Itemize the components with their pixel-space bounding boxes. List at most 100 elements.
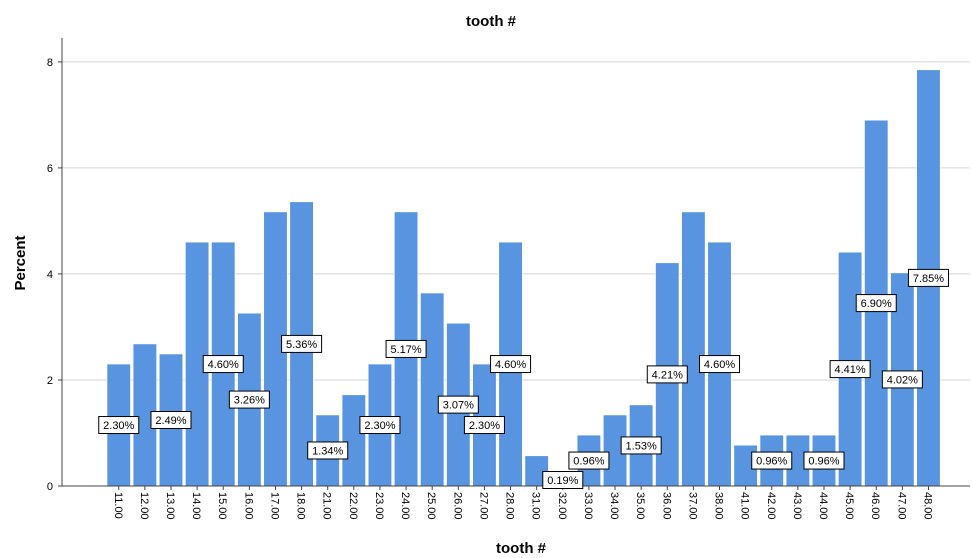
x-tick-label: 14.00 [190,492,202,520]
data-label-box [437,395,479,414]
data-label-box [359,416,401,435]
data-label-text: 1.34% [312,445,343,457]
x-tick-label: 41.00 [739,492,751,520]
data-label-text: 2.30% [103,420,134,432]
x-tick-label: 33.00 [582,492,594,520]
data-label-box [699,355,741,374]
x-tick-label: 38.00 [713,492,725,520]
x-axis-label: tooth # [496,540,547,557]
data-label: 4.60% [202,355,244,374]
data-label: 0.96% [568,451,610,470]
x-tick-label: 48.00 [921,492,933,520]
data-label: 6.90% [855,294,897,313]
data-label-box [803,451,845,470]
data-label-text: 6.90% [861,298,892,310]
data-label-box [490,355,532,374]
data-label-box [150,410,192,429]
x-tick-label: 24.00 [399,492,411,520]
data-label-text: 0.19% [547,475,578,487]
x-tick-label: 12.00 [138,492,150,520]
data-label-text: 3.26% [234,395,265,407]
data-label-box [907,268,949,287]
x-tick-label: 28.00 [504,492,516,520]
x-tick-label: 34.00 [608,492,620,520]
data-label: 5.17% [385,339,427,358]
x-tick-label: 27.00 [477,492,489,520]
x-tick-labels: 11.00 12.00 13.00 14.00 15.00 16.00 17.00 18.00… [112,486,933,520]
y-tick-label: 8 [47,57,53,69]
data-label-text: 4.02% [887,374,918,386]
data-label: 2.30% [359,416,401,435]
x-tick-label: 45.00 [843,492,855,520]
x-tick-label: 13.00 [164,492,176,520]
x-tick-label: 37.00 [686,492,698,520]
data-label-text: 4.60% [495,359,526,371]
data-label-text: 4.41% [835,364,866,376]
data-label-text: 4.21% [652,369,683,381]
y-tick-label: 0 [47,481,53,493]
data-label-box [228,390,270,409]
data-label-text: 0.96% [756,456,787,468]
data-label-box [385,339,427,358]
data-label-text: 5.36% [286,339,317,351]
data-labels: 2.30% 2.49% 4.60% 3.26% 5.36% 1.34% 2.30% 5.17%… [98,268,949,489]
data-label: 0.19% [542,471,584,489]
y-tick-label: 6 [47,163,53,175]
x-tick-label: 11.00 [112,492,124,519]
data-label: 2.30% [463,416,505,435]
x-tick-label: 31.00 [530,492,542,520]
x-tick-label: 35.00 [634,492,646,520]
data-label-box [568,451,610,470]
data-label: 3.07% [437,395,479,414]
x-tick-label: 47.00 [895,492,907,520]
data-label: 0.96% [803,451,845,470]
data-label-box [281,334,323,353]
data-label-box [463,416,505,435]
data-label: 4.41% [829,360,871,379]
data-label: 0.96% [751,451,793,470]
data-label-box [307,441,349,460]
x-tick-label: 17.00 [268,492,280,520]
x-tick-label: 26.00 [451,492,463,520]
data-label: 1.53% [620,436,662,455]
data-label-text: 3.07% [443,400,474,412]
data-label-box [202,355,244,374]
x-tick-label: 46.00 [869,492,881,520]
x-tick-label: 21.00 [321,492,333,520]
data-label: 4.02% [881,370,923,389]
data-label: 1.34% [307,441,349,460]
data-label-text: 7.85% [913,273,944,285]
data-label-text: 2.30% [469,420,500,432]
data-label-box [751,451,793,470]
y-tick-labels: 0 2 4 6 8 [47,57,62,493]
data-label: 5.36% [281,334,323,353]
x-tick-label: 22.00 [347,492,359,520]
data-label-text: 5.17% [390,344,421,356]
data-label: 4.60% [699,355,741,374]
data-label-box [829,360,871,379]
bar-22.00 [341,394,366,487]
data-label-box [542,471,584,489]
y-tick-label: 4 [47,269,53,281]
x-tick-label: 23.00 [373,492,385,520]
data-label: 7.85% [907,268,949,287]
data-label-text: 4.60% [704,359,735,371]
x-tick-label: 25.00 [425,492,437,520]
data-label: 3.26% [228,390,270,409]
x-tick-label: 42.00 [765,492,777,520]
x-tick-label: 15.00 [216,492,228,520]
data-label: 4.60% [490,355,532,374]
bars [106,69,941,487]
x-tick-label: 44.00 [817,492,829,520]
axes [61,38,970,487]
x-tick-label: 16.00 [242,492,254,520]
data-label: 4.21% [646,365,688,384]
x-tick-label: 32.00 [556,492,568,520]
y-tick-label: 2 [47,375,53,387]
x-tick-label: 43.00 [791,492,803,520]
chart-title: tooth # [466,13,517,30]
bar-37.00 [681,211,706,487]
bar-25.00 [420,292,445,487]
data-label-text: 1.53% [626,440,657,452]
